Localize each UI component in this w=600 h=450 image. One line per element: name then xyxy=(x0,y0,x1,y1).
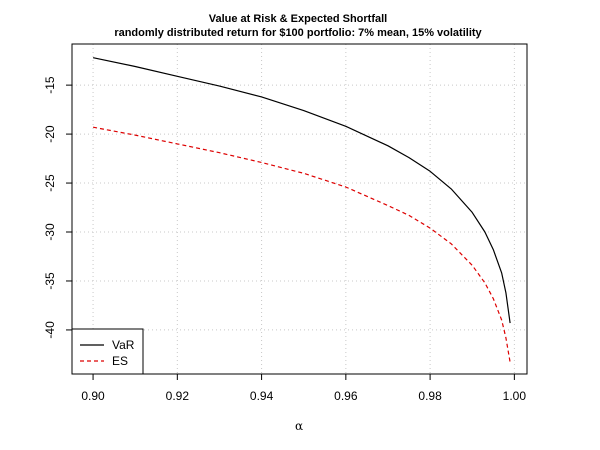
data-point-es xyxy=(218,151,221,154)
legend-label-var: VaR xyxy=(112,338,135,352)
data-point-es xyxy=(302,172,305,175)
series-lines xyxy=(92,56,512,364)
legend-box xyxy=(71,328,144,375)
grid xyxy=(72,44,527,374)
y-tick-label: -40 xyxy=(43,321,57,339)
data-point-es xyxy=(429,227,432,230)
x-tick-label: 0.90 xyxy=(81,389,105,403)
data-point-var xyxy=(344,125,347,128)
chart-title: Value at Risk & Expected Shortfall xyxy=(209,13,388,25)
data-point-es xyxy=(92,126,95,129)
x-tick-label: 0.92 xyxy=(166,389,190,403)
y-tick-label: -25 xyxy=(43,174,57,192)
y-tick-label: -35 xyxy=(43,272,57,290)
data-point-es xyxy=(134,134,137,137)
data-point-var xyxy=(492,248,495,251)
legend-label-es: ES xyxy=(112,354,128,368)
x-tick-label: 0.94 xyxy=(250,389,274,403)
data-point-var xyxy=(92,56,95,59)
y-axis: -15 -20 -25 -30 -35 -40 xyxy=(43,76,73,339)
x-tick-label: 1.00 xyxy=(503,389,527,403)
data-point-var xyxy=(509,322,512,325)
data-point-es xyxy=(483,281,486,284)
data-point-var xyxy=(176,75,179,78)
data-point-es xyxy=(504,336,507,339)
data-point-var xyxy=(134,65,137,68)
chart-subtitle: randomly distributed return for $100 por… xyxy=(114,27,482,39)
y-tick-label: -20 xyxy=(43,125,57,143)
data-point-var xyxy=(408,156,411,159)
data-point-var xyxy=(471,211,474,214)
data-point-es xyxy=(260,161,263,164)
legend: VaR ES xyxy=(71,328,144,375)
series-line-es xyxy=(92,126,511,363)
x-tick-label: 0.98 xyxy=(418,389,442,403)
data-point-es xyxy=(408,214,411,217)
x-axis: 0.90 0.92 0.94 0.96 0.98 1.00 xyxy=(81,373,527,403)
data-point-es xyxy=(176,142,179,145)
data-point-es xyxy=(509,361,512,364)
data-point-var xyxy=(504,291,507,294)
data-point-var xyxy=(500,272,503,275)
data-point-es xyxy=(471,264,474,267)
y-tick-label: -30 xyxy=(43,223,57,241)
data-point-var xyxy=(386,144,389,147)
series-line-var xyxy=(92,57,511,324)
x-axis-label: α xyxy=(295,419,303,433)
plot-frame xyxy=(71,43,528,375)
data-point-var xyxy=(302,109,305,112)
data-point-es xyxy=(344,185,347,188)
y-tick-label: -15 xyxy=(43,76,57,94)
data-point-es xyxy=(500,319,503,322)
data-point-var xyxy=(218,85,221,88)
data-point-es xyxy=(492,297,495,300)
x-tick-label: 0.96 xyxy=(334,389,358,403)
data-point-var xyxy=(483,231,486,234)
data-point-var xyxy=(429,170,432,173)
data-point-var xyxy=(260,95,263,98)
data-point-var xyxy=(450,187,453,190)
data-point-es xyxy=(450,242,453,245)
data-point-es xyxy=(386,204,389,207)
